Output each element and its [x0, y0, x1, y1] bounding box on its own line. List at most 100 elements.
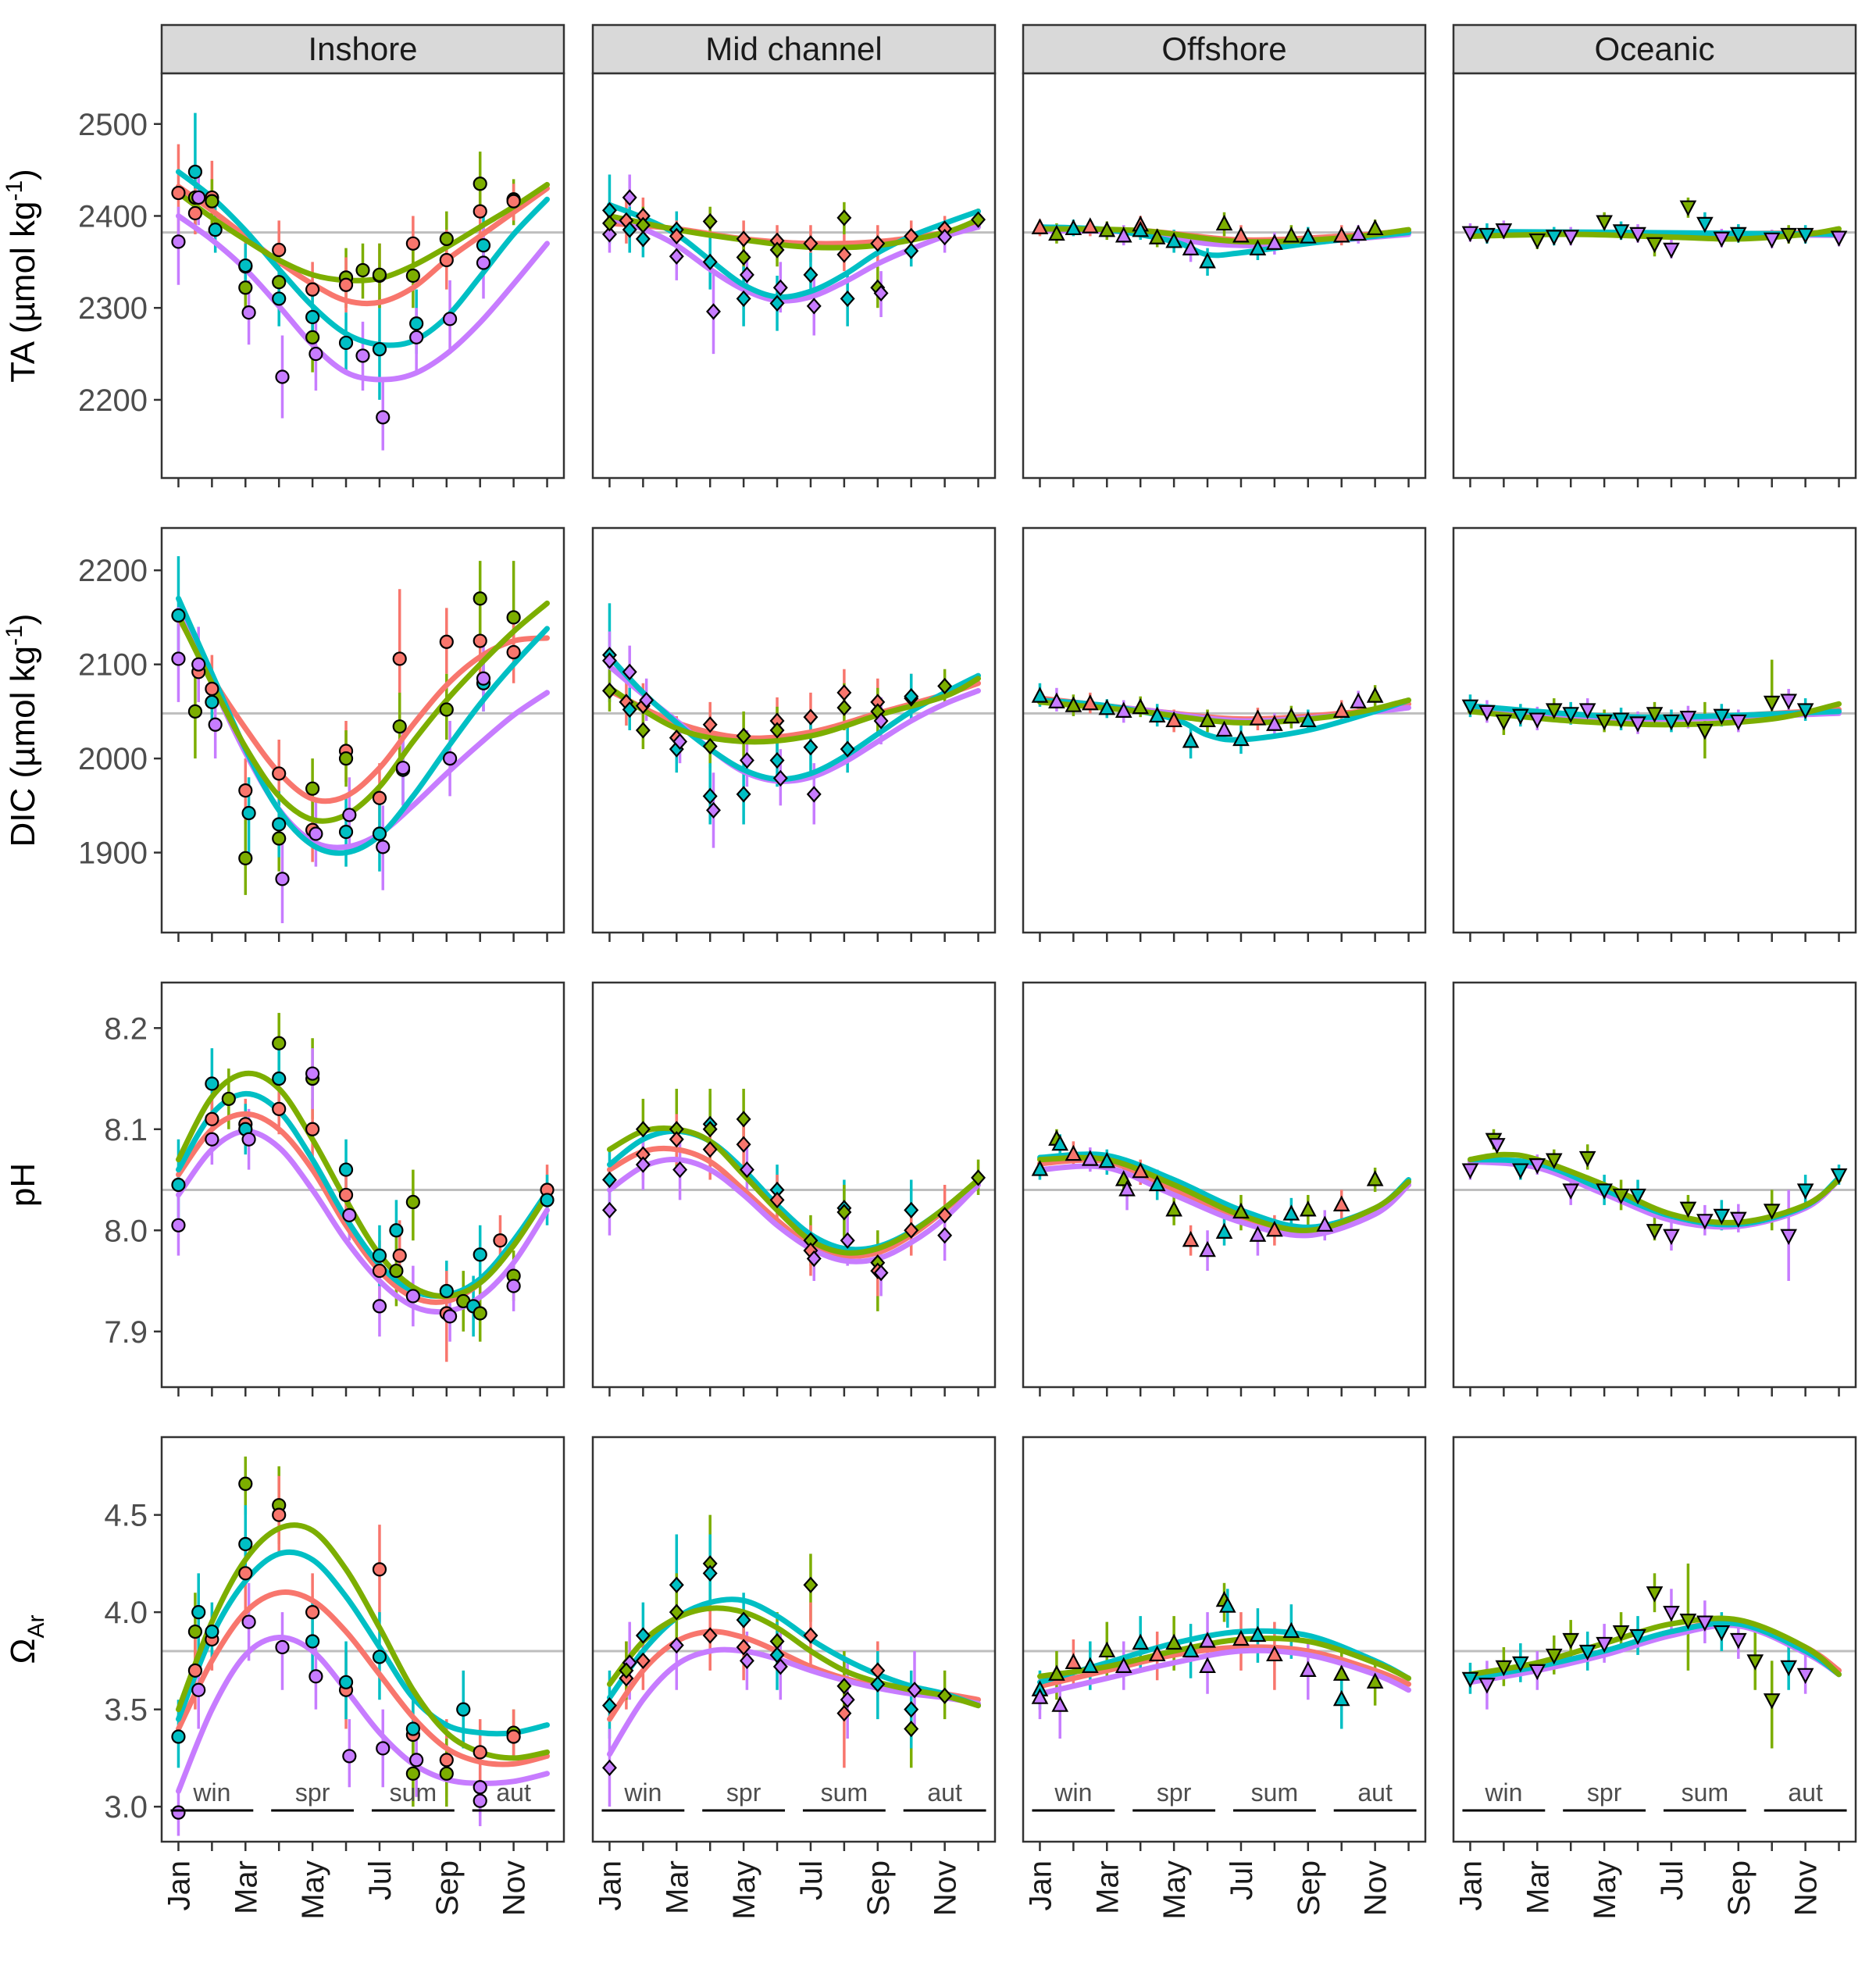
data-point [1215, 1222, 1233, 1239]
data-point [372, 826, 387, 841]
data-point [907, 1682, 922, 1699]
data-point [1118, 1180, 1136, 1197]
data-point [1199, 1657, 1216, 1673]
data-point [702, 787, 718, 804]
y-axis-label-OmegaAr: ΩAr [4, 1615, 49, 1664]
data-point [342, 1207, 357, 1222]
data-point [736, 1611, 751, 1628]
data-point [1282, 707, 1300, 724]
data-point [669, 1636, 684, 1654]
data-point [1562, 1183, 1580, 1200]
data-point [506, 610, 521, 625]
panel-pH-0 [160, 981, 565, 1396]
data-point [439, 1283, 454, 1299]
data-point [456, 1702, 471, 1717]
data-point [702, 1121, 718, 1138]
series-line-green [176, 600, 550, 824]
data-point [635, 230, 651, 248]
panel-DIC-3 [1452, 526, 1857, 942]
panel-border [1452, 1436, 1857, 1843]
data-point [208, 717, 223, 732]
data-point [171, 1177, 186, 1193]
data-point [1696, 1615, 1714, 1632]
data-point [1461, 1163, 1479, 1179]
data-point [1299, 711, 1317, 728]
data-point [171, 185, 186, 201]
data-point [669, 1603, 684, 1621]
data-point [1249, 709, 1267, 726]
season-label: sum [390, 1778, 437, 1807]
y-axis-label-DIC: DIC (µmol kg-1) [2, 614, 42, 847]
data-point [1729, 1632, 1747, 1650]
data-point [392, 651, 407, 666]
data-point [1578, 703, 1596, 719]
data-point [706, 303, 721, 320]
data-point [1048, 692, 1065, 708]
x-tick-label: Nov [1789, 1860, 1824, 1916]
series-line-cyan [607, 654, 981, 783]
data-point [1780, 227, 1797, 244]
data-point [1679, 1201, 1697, 1218]
y-tick-label: 4.0 [104, 1596, 148, 1630]
data-point [1132, 1161, 1150, 1179]
data-point [439, 702, 454, 717]
data-point [1596, 1183, 1613, 1200]
data-point [1282, 227, 1300, 243]
data-point [1612, 1625, 1630, 1642]
series-line-red [176, 1589, 550, 1767]
panel-border [160, 526, 565, 934]
data-point [272, 1036, 287, 1050]
season-label: win [1054, 1778, 1092, 1807]
data-point [1612, 712, 1630, 729]
data-point [1478, 704, 1496, 722]
data-point [635, 1156, 651, 1173]
data-point [1332, 1195, 1350, 1212]
y-tick-label: 2300 [78, 291, 148, 326]
data-point [870, 235, 886, 252]
data-point [937, 228, 953, 246]
panel-TA-1 [591, 72, 997, 487]
data-point [338, 1675, 354, 1689]
y-axis-label-TA: TA (µmol kg-1) [2, 169, 42, 383]
panel-border [160, 1436, 565, 1843]
data-point [1366, 1170, 1384, 1186]
data-point [272, 1507, 287, 1522]
data-point [601, 1171, 617, 1189]
panel-TA-2 [1022, 72, 1427, 487]
data-point [409, 316, 424, 331]
panel-border [1452, 72, 1857, 480]
season-label: win [1484, 1778, 1522, 1807]
y-tick-label: 1900 [78, 836, 148, 871]
data-point [1199, 1240, 1216, 1257]
data-point [1051, 1696, 1069, 1712]
data-point [836, 246, 852, 263]
data-point [1115, 701, 1132, 719]
data-point [803, 266, 819, 284]
data-point [187, 1663, 203, 1678]
data-point [1796, 1668, 1814, 1685]
panel-OmegaAr-3: win spr sum aut Jan Mar May Jul Sep Nov [1452, 1436, 1857, 1920]
data-point [1461, 1671, 1479, 1689]
data-point [1512, 1656, 1529, 1673]
data-point [305, 309, 320, 325]
data-point [241, 1132, 256, 1147]
panel-border [1022, 526, 1427, 934]
x-tick-label: Mar [660, 1860, 694, 1914]
data-point [473, 633, 487, 648]
x-tick-label: Jul [1225, 1860, 1259, 1900]
panel-OmegaAr-0: win spr sum aut Jan Mar May Jul Sep Nov [160, 1436, 565, 1920]
data-point [395, 761, 411, 776]
data-point [736, 1111, 751, 1128]
data-point [238, 851, 253, 865]
panel-background [162, 983, 564, 1387]
panel-border [1452, 981, 1857, 1389]
data-point [601, 1759, 617, 1777]
data-point [1148, 706, 1166, 723]
data-point [1528, 1664, 1546, 1681]
series-line-green [1468, 1151, 1842, 1225]
panel-border [591, 72, 997, 480]
data-point [473, 177, 487, 191]
panel-background [593, 73, 995, 478]
panel-background [593, 528, 995, 933]
season-label: sum [1251, 1778, 1298, 1807]
